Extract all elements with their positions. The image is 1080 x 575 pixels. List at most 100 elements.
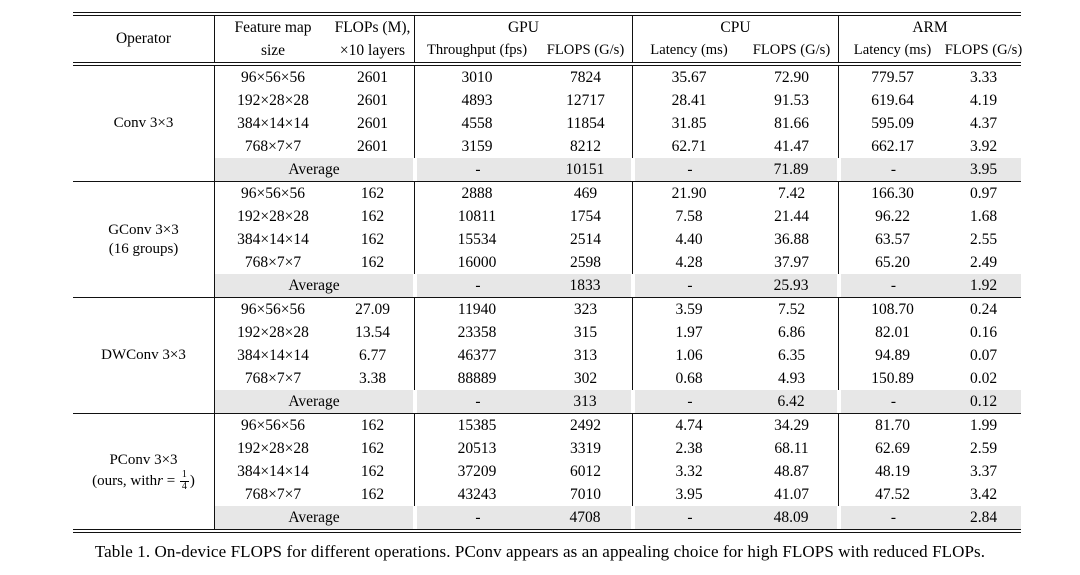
cell-gpu-throughput: 15385 — [457, 416, 497, 434]
cell-gpu-throughput: 4893 — [461, 91, 493, 109]
operator-name-line: DWConv 3×3 — [101, 347, 186, 363]
cell-gpu-throughput: 43243 — [457, 485, 497, 503]
col-header-flops-layers: ×10 layers — [331, 39, 415, 62]
cell-arm-flops: 2.55 — [969, 230, 998, 248]
average-value-arm-latency: - — [839, 274, 946, 297]
cell-gpu-flops: 3319 — [539, 437, 633, 460]
flops-table: Operator Feature map size FLOPs (M), ×10… — [73, 12, 1022, 533]
fraction-denominator: 4 — [181, 480, 187, 492]
subtitle-text: ) — [189, 472, 195, 489]
cell-arm-latency: 779.57 — [871, 68, 914, 86]
cell-arm-flops: 0.02 — [969, 369, 998, 387]
operator-name-line: PConv 3×3 — [109, 452, 178, 468]
table-caption: Table 1. On-device FLOPS for different o… — [94, 542, 986, 561]
cell-cpu-flops: 72.90 — [745, 66, 839, 89]
cell-arm-latency: 166.30 — [871, 184, 914, 202]
cell-cpu-flops: 81.66 — [745, 112, 839, 135]
average-value-cpu-latency: - — [633, 158, 745, 181]
average-value-arm-latency: - — [839, 506, 946, 529]
cell-flops-m: 13.54 — [331, 321, 415, 344]
col-header-gpu-flops: FLOPS (G/s) — [539, 39, 633, 62]
cell-cpu-latency: 62.71 — [671, 137, 707, 155]
cell-cpu-latency: 3.59 — [675, 300, 703, 318]
cell-feature-map-size: 192×28×28 — [237, 323, 309, 341]
cell-gpu-throughput: 88889 — [457, 369, 497, 387]
cell-feature-map-size: 768×7×7 — [244, 253, 302, 271]
average-value-cpu-latency: - — [633, 506, 745, 529]
col-header-cpu-latency: Latency (ms) — [650, 42, 728, 58]
cell-arm-flops: 4.37 — [969, 114, 998, 132]
cell-flops-m: 162 — [331, 437, 415, 460]
average-value-gpu-throughput: - — [415, 158, 539, 181]
variable-r: r — [157, 472, 163, 489]
cell-arm-flops: 3.33 — [969, 68, 998, 86]
cell-gpu-throughput: 10811 — [457, 207, 497, 225]
cell-flops-m: 2601 — [331, 135, 415, 158]
col-header-cpu-flops: FLOPS (G/s) — [745, 39, 839, 62]
cell-cpu-flops: 7.42 — [745, 182, 839, 205]
cell-cpu-latency: 28.41 — [671, 91, 707, 109]
cell-cpu-latency: 3.95 — [675, 485, 703, 503]
cell-feature-map-size: 96×56×56 — [241, 184, 305, 202]
cell-arm-latency: 82.01 — [875, 323, 910, 341]
cell-arm-latency: 62.69 — [875, 439, 910, 457]
operator-block: PConv 3×3 (ours, with r = 1 4) 96×56×56 162 1… — [73, 414, 1021, 529]
table-body: Conv 3×3 96×56×56 2601 3010 7824 35.67 72.90 77… — [73, 66, 1021, 529]
operator-name-line: Conv 3×3 — [113, 115, 174, 131]
cell-gpu-flops: 11854 — [539, 112, 633, 135]
operator-block: DWConv 3×3 96×56×56 27.09 11940 323 3.59 7.52 1… — [73, 298, 1021, 413]
cell-gpu-flops: 7010 — [539, 483, 633, 506]
average-value-gpu-flops: 10151 — [539, 158, 633, 181]
cell-arm-flops: 4.19 — [969, 91, 998, 109]
cell-flops-m: 162 — [331, 460, 415, 483]
cell-gpu-flops: 315 — [539, 321, 633, 344]
cell-arm-flops: 3.42 — [969, 485, 998, 503]
col-header-gpu-throughput: Throughput (fps) — [426, 42, 528, 58]
cell-gpu-throughput: 46377 — [457, 346, 497, 364]
cell-arm-latency: 662.17 — [871, 137, 914, 155]
cell-gpu-throughput: 3010 — [461, 68, 493, 86]
cell-cpu-latency: 7.58 — [675, 207, 703, 225]
cell-arm-latency: 65.20 — [875, 253, 910, 271]
average-value-arm-flops: 2.84 — [946, 506, 1021, 529]
cell-gpu-throughput: 4558 — [461, 114, 493, 132]
cell-flops-m: 162 — [331, 182, 415, 205]
cell-gpu-throughput: 20513 — [457, 439, 497, 457]
table-header: Operator Feature map size FLOPs (M), ×10… — [73, 16, 1022, 62]
cell-flops-m: 3.38 — [331, 367, 415, 390]
average-value-gpu-throughput: - — [415, 390, 539, 413]
cell-gpu-flops: 8212 — [539, 135, 633, 158]
operator-name-line: (16 groups) — [108, 240, 179, 257]
operator-name-line: GConv 3×3 — [108, 221, 179, 238]
cell-gpu-throughput: 15534 — [457, 230, 497, 248]
cell-arm-latency: 108.70 — [871, 300, 914, 318]
col-header-operator: Operator — [73, 16, 215, 62]
cell-cpu-latency: 4.28 — [675, 253, 703, 271]
block-separator — [73, 297, 1021, 298]
cell-cpu-latency: 31.85 — [671, 114, 707, 132]
cell-flops-m: 162 — [331, 251, 415, 274]
cell-cpu-flops: 7.52 — [745, 298, 839, 321]
average-value-arm-flops: 0.12 — [946, 390, 1021, 413]
cell-cpu-latency: 3.32 — [675, 462, 703, 480]
cell-gpu-flops: 1754 — [539, 205, 633, 228]
cell-cpu-flops: 48.87 — [745, 460, 839, 483]
cell-cpu-latency: 0.68 — [675, 369, 703, 387]
block-separator — [73, 413, 1021, 414]
operator-block: GConv 3×3 (16 groups) 96×56×56 162 2888 469 21… — [73, 182, 1021, 297]
cell-feature-map-size: 768×7×7 — [244, 485, 302, 503]
average-value-cpu-flops: 25.93 — [745, 274, 839, 297]
cell-gpu-flops: 302 — [539, 367, 633, 390]
cell-cpu-flops: 41.47 — [745, 135, 839, 158]
cell-cpu-flops: 68.11 — [745, 437, 839, 460]
average-value-gpu-flops: 4708 — [539, 506, 633, 529]
subtitle-text: (ours, with — [92, 472, 158, 489]
col-header-feature-map-size: size — [260, 41, 286, 59]
cell-arm-flops: 0.16 — [969, 323, 998, 341]
cell-gpu-flops: 12717 — [539, 89, 633, 112]
cell-flops-m: 2601 — [331, 66, 415, 89]
average-label: Average — [215, 274, 415, 297]
cell-flops-m: 6.77 — [331, 344, 415, 367]
cell-cpu-flops: 6.35 — [745, 344, 839, 367]
